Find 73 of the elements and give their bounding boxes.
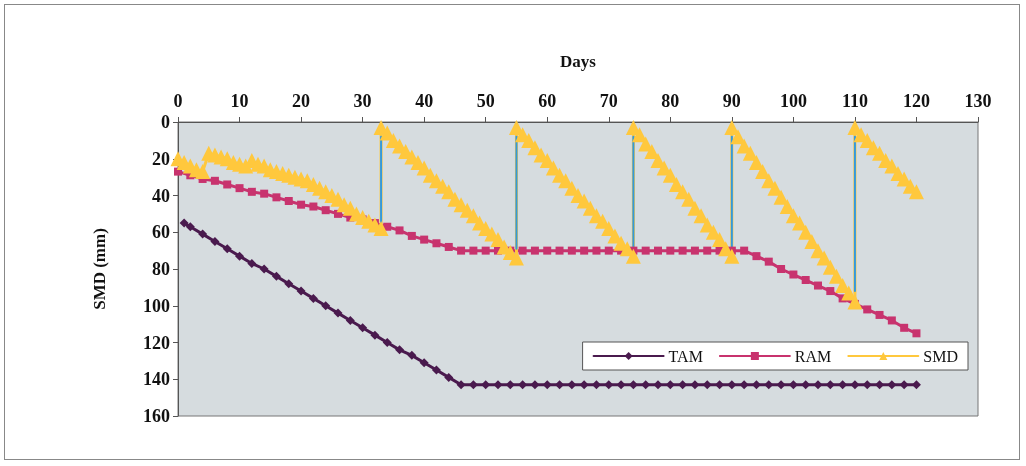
- point: [284, 197, 293, 206]
- point: [469, 246, 478, 255]
- point: [912, 329, 921, 338]
- point: [764, 257, 773, 266]
- point: [272, 193, 281, 202]
- point: [247, 187, 256, 196]
- x-tick-label: 0: [173, 91, 183, 111]
- x-tick-label: 60: [538, 91, 557, 111]
- point: [567, 246, 576, 255]
- point: [223, 180, 232, 189]
- point: [826, 287, 835, 296]
- point: [297, 200, 306, 209]
- x-tick-label: 20: [292, 91, 311, 111]
- y-axis-title: SMD (mm): [90, 228, 109, 310]
- point: [690, 246, 699, 255]
- y-tick-label: 0: [161, 112, 170, 132]
- point: [678, 246, 687, 255]
- point: [321, 206, 330, 215]
- point: [740, 246, 749, 255]
- x-tick-label: 90: [722, 91, 741, 111]
- x-tick-label: 120: [902, 91, 930, 111]
- y-tick-label: 20: [152, 148, 170, 169]
- point: [420, 235, 429, 244]
- point: [555, 246, 564, 255]
- point: [518, 246, 527, 255]
- point: [801, 276, 810, 285]
- y-tick-label: 60: [152, 222, 170, 243]
- y-tick-label: 100: [143, 295, 170, 316]
- x-tick-label: 70: [599, 91, 618, 111]
- point: [777, 265, 786, 273]
- x-axis-title: Days: [560, 52, 597, 71]
- point: [592, 246, 601, 255]
- point: [654, 246, 662, 255]
- x-tick-label: 10: [230, 91, 249, 111]
- legend-label: TAM: [668, 347, 703, 365]
- y-tick-label: 40: [152, 185, 170, 206]
- legend-label: RAM: [794, 347, 832, 365]
- point: [395, 226, 404, 235]
- point: [789, 270, 798, 279]
- point: [235, 184, 244, 193]
- point: [309, 202, 318, 211]
- point: [210, 176, 219, 185]
- point: [703, 246, 712, 255]
- point: [814, 281, 822, 290]
- y-tick-label: 140: [143, 369, 170, 390]
- x-tick-label: 110: [841, 91, 868, 111]
- point: [457, 246, 466, 255]
- point: [580, 246, 589, 255]
- y-tick-label: 160: [143, 406, 170, 426]
- point: [444, 242, 453, 251]
- point: [260, 189, 269, 198]
- point: [900, 323, 909, 332]
- y-tick-label: 120: [143, 332, 170, 353]
- x-tick-label: 100: [779, 91, 807, 111]
- legend-label: SMD: [923, 347, 959, 365]
- x-tick-label: 40: [415, 91, 434, 111]
- point: [887, 316, 896, 325]
- point: [407, 231, 416, 240]
- x-tick-label: 30: [353, 91, 372, 111]
- y-tick-label: 80: [152, 259, 170, 279]
- point: [641, 246, 650, 255]
- x-tick-label: 130: [964, 91, 992, 111]
- point: [481, 246, 490, 255]
- point: [604, 246, 613, 255]
- point: [666, 246, 675, 255]
- point: [875, 310, 884, 319]
- point: [530, 246, 539, 255]
- point: [863, 305, 872, 314]
- x-tick-label: 50: [476, 91, 495, 111]
- point: [543, 246, 552, 255]
- x-tick-label: 80: [661, 91, 680, 111]
- point: [752, 252, 761, 261]
- point: [432, 239, 441, 248]
